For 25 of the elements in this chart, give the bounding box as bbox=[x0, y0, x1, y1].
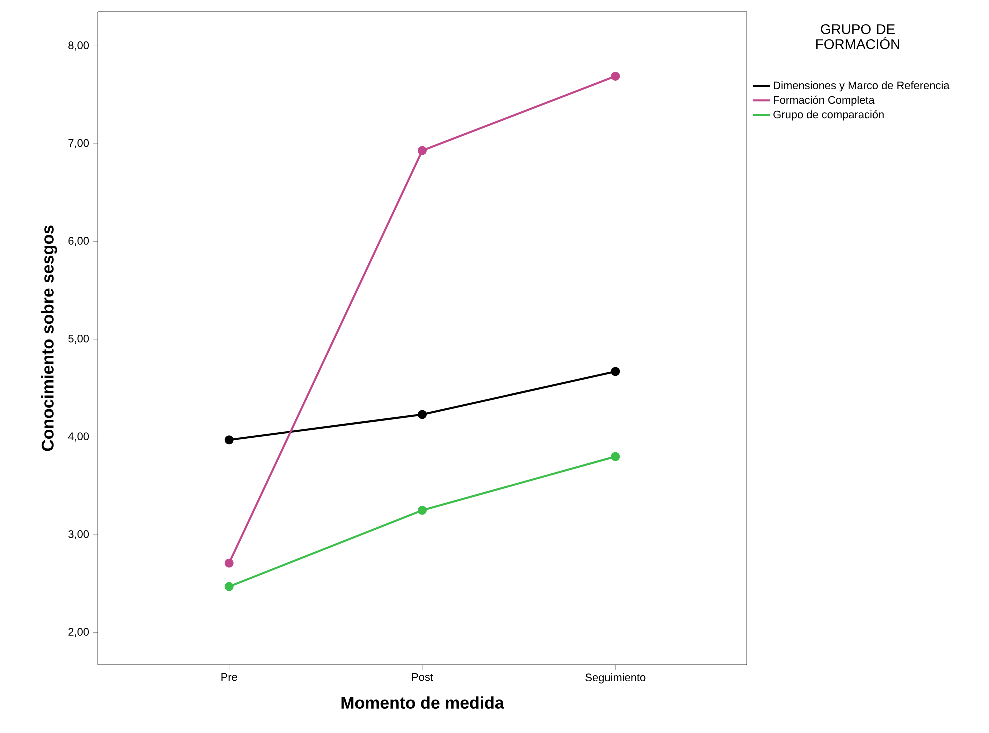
x-axis-title: Momento de medida bbox=[342, 696, 504, 710]
y-tick-label: 8,00 bbox=[68, 42, 90, 51]
point bbox=[611, 72, 620, 81]
y-axis-title: Conocimiento sobre sesgos bbox=[41, 226, 58, 452]
y-tick-label: 3,00 bbox=[68, 530, 90, 540]
y-tick-label: 2,00 bbox=[68, 628, 90, 638]
x-tick-label: Pre bbox=[222, 674, 238, 682]
legend-title: GRUPO DE FORMACIÓN bbox=[816, 24, 900, 50]
point bbox=[611, 452, 620, 462]
point bbox=[611, 367, 620, 376]
y-tick-label: 5,00 bbox=[68, 334, 90, 344]
point bbox=[418, 410, 428, 420]
point bbox=[224, 558, 234, 568]
legend-label: Dimensiones y Marco de Referencia bbox=[774, 81, 950, 92]
point bbox=[418, 146, 428, 156]
point bbox=[418, 506, 428, 516]
legend-label: Grupo de comparación bbox=[774, 110, 884, 121]
y-tick-label: 4,00 bbox=[68, 432, 90, 442]
point bbox=[224, 582, 234, 592]
x-tick-label: Seguimiento bbox=[586, 674, 646, 684]
y-tick-label: 6,00 bbox=[68, 237, 90, 246]
y-tick-label: 7,00 bbox=[68, 139, 90, 148]
x-tick-label: Post bbox=[412, 674, 434, 682]
point bbox=[224, 436, 234, 445]
legend-label: Formación Completa bbox=[774, 96, 875, 106]
